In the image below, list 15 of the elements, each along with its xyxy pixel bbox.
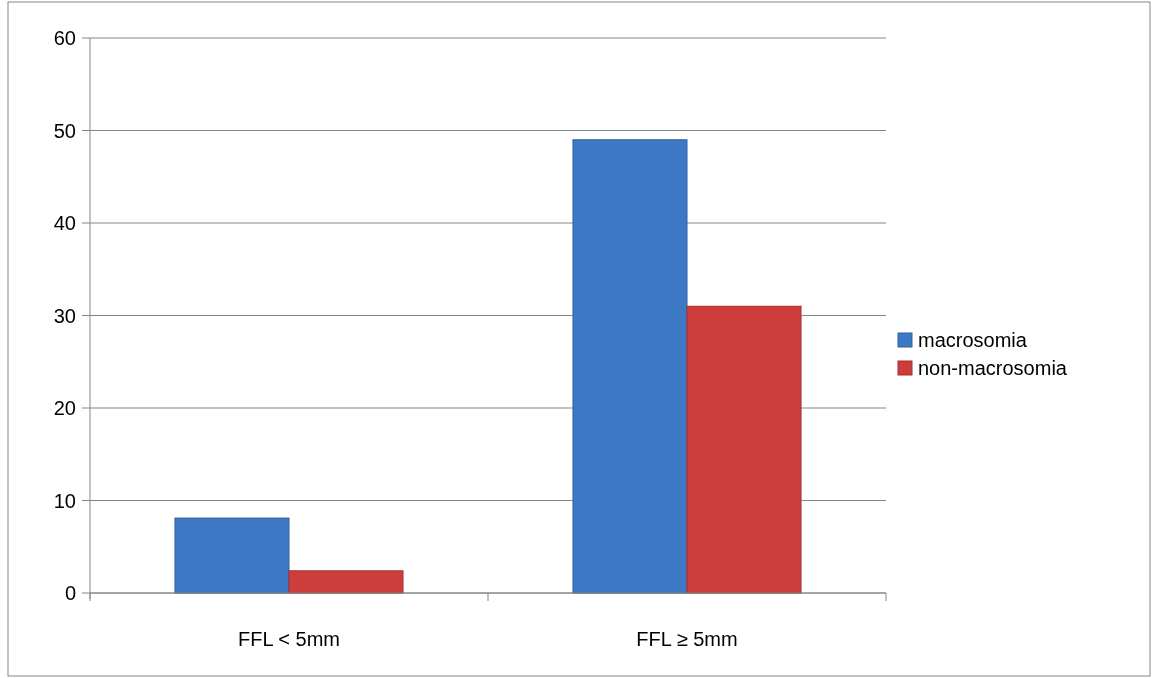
legend-label: non-macrosomia <box>918 357 1068 379</box>
y-tick-label: 30 <box>53 304 76 327</box>
bar <box>174 517 290 594</box>
y-tick-label: 50 <box>53 119 76 142</box>
x-tick-label: FFL < 5mm <box>237 628 341 650</box>
y-tick-label: 20 <box>53 397 76 419</box>
x-tick-label: FFL ≥ 5mm <box>636 628 738 650</box>
bar <box>288 570 404 594</box>
bar <box>572 139 688 594</box>
y-tick-label: 60 <box>53 27 76 49</box>
y-tick-label: 40 <box>53 212 76 234</box>
legend-label: macrosomia <box>918 329 1028 351</box>
y-tick-label: 0 <box>64 582 76 604</box>
y-tick-label: 10 <box>53 489 76 512</box>
bar <box>686 305 802 594</box>
